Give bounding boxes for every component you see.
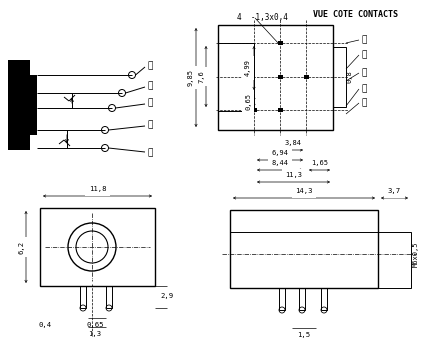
Text: 0,4: 0,4	[39, 322, 52, 328]
Text: ⑤: ⑤	[147, 121, 152, 130]
Text: 2,9: 2,9	[160, 293, 173, 299]
Text: ①: ①	[147, 62, 152, 71]
Bar	[378, 232, 411, 288]
Text: 11,8: 11,8	[89, 186, 106, 192]
Bar	[80, 286, 86, 308]
Text: ②: ②	[147, 81, 152, 90]
Text: 0,65: 0,65	[245, 93, 251, 110]
Bar	[279, 288, 285, 310]
Text: 1,3: 1,3	[88, 331, 102, 337]
Text: 7,6: 7,6	[198, 70, 204, 83]
Bar	[8, 60, 30, 150]
Text: 1,65: 1,65	[311, 160, 328, 166]
Bar	[333, 47, 346, 107]
Bar	[299, 288, 305, 310]
Text: 0,8: 0,8	[346, 71, 352, 83]
Bar	[278, 41, 283, 45]
Text: ④: ④	[361, 98, 366, 108]
Bar	[30, 75, 37, 135]
Text: ③: ③	[361, 51, 366, 59]
Text: ④: ④	[147, 148, 152, 157]
Text: 9,85: 9,85	[188, 69, 194, 86]
Text: 11,3: 11,3	[285, 172, 302, 178]
Bar	[218, 25, 333, 130]
Text: 6,94: 6,94	[271, 150, 289, 156]
Text: 1,5: 1,5	[297, 332, 310, 338]
Text: 4  -1,3x0,4: 4 -1,3x0,4	[237, 13, 288, 22]
Text: ②: ②	[361, 35, 366, 45]
Text: M6x0,5: M6x0,5	[413, 241, 419, 267]
Bar	[230, 210, 378, 288]
Text: VUE COTE CONTACTS: VUE COTE CONTACTS	[313, 10, 397, 19]
Text: 8,44: 8,44	[271, 160, 289, 166]
Text: 4,99: 4,99	[245, 59, 251, 76]
Bar	[278, 75, 283, 79]
Bar	[321, 288, 327, 310]
Text: ⑤: ⑤	[361, 84, 366, 93]
Bar	[40, 208, 155, 286]
Text: 3,84: 3,84	[285, 140, 301, 146]
Text: ①: ①	[361, 68, 366, 77]
Bar	[278, 108, 283, 112]
Bar	[106, 286, 112, 308]
Bar	[304, 75, 309, 79]
Text: 3,7: 3,7	[388, 188, 401, 194]
Bar	[252, 108, 257, 112]
Text: 0,65: 0,65	[86, 322, 104, 328]
Text: 6,2: 6,2	[18, 240, 24, 253]
Text: 14,3: 14,3	[295, 188, 313, 194]
Text: ③: ③	[147, 98, 152, 108]
Bar	[218, 43, 254, 111]
